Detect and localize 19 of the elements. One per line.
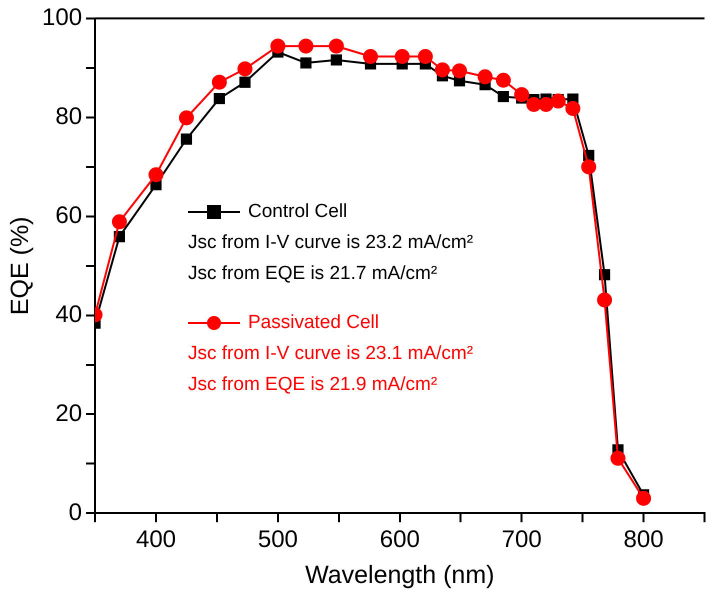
annotation: Jsc from I-V curve is 23.2 mA/cm² [188,231,474,255]
x-axis-title: Wavelength (nm) [305,560,494,589]
x-tick-label: 600 [380,526,420,554]
legend-label: Passivated Cell [248,311,379,335]
legend-label: Control Cell [248,200,348,224]
y-axis-title: EQE (%) [6,216,34,316]
y-tick-label: 80 [55,102,82,130]
annotation: Jsc from EQE is 21.9 mA/cm² [188,373,438,397]
x-tick-label: 700 [502,526,542,554]
x-tick-label: 800 [624,526,664,554]
y-tick-label: 40 [55,300,82,328]
y-tick-label: 100 [42,4,82,32]
y-tick-label: 0 [68,498,82,526]
x-tick-label: 400 [136,526,176,554]
y-tick-label: 60 [55,202,82,229]
y-tick-label: 20 [55,400,82,427]
annotation: Jsc from EQE is 21.7 mA/cm² [188,262,438,286]
annotation: Jsc from I-V curve is 23.1 mA/cm² [188,342,474,366]
x-tick-label: 500 [258,526,298,554]
